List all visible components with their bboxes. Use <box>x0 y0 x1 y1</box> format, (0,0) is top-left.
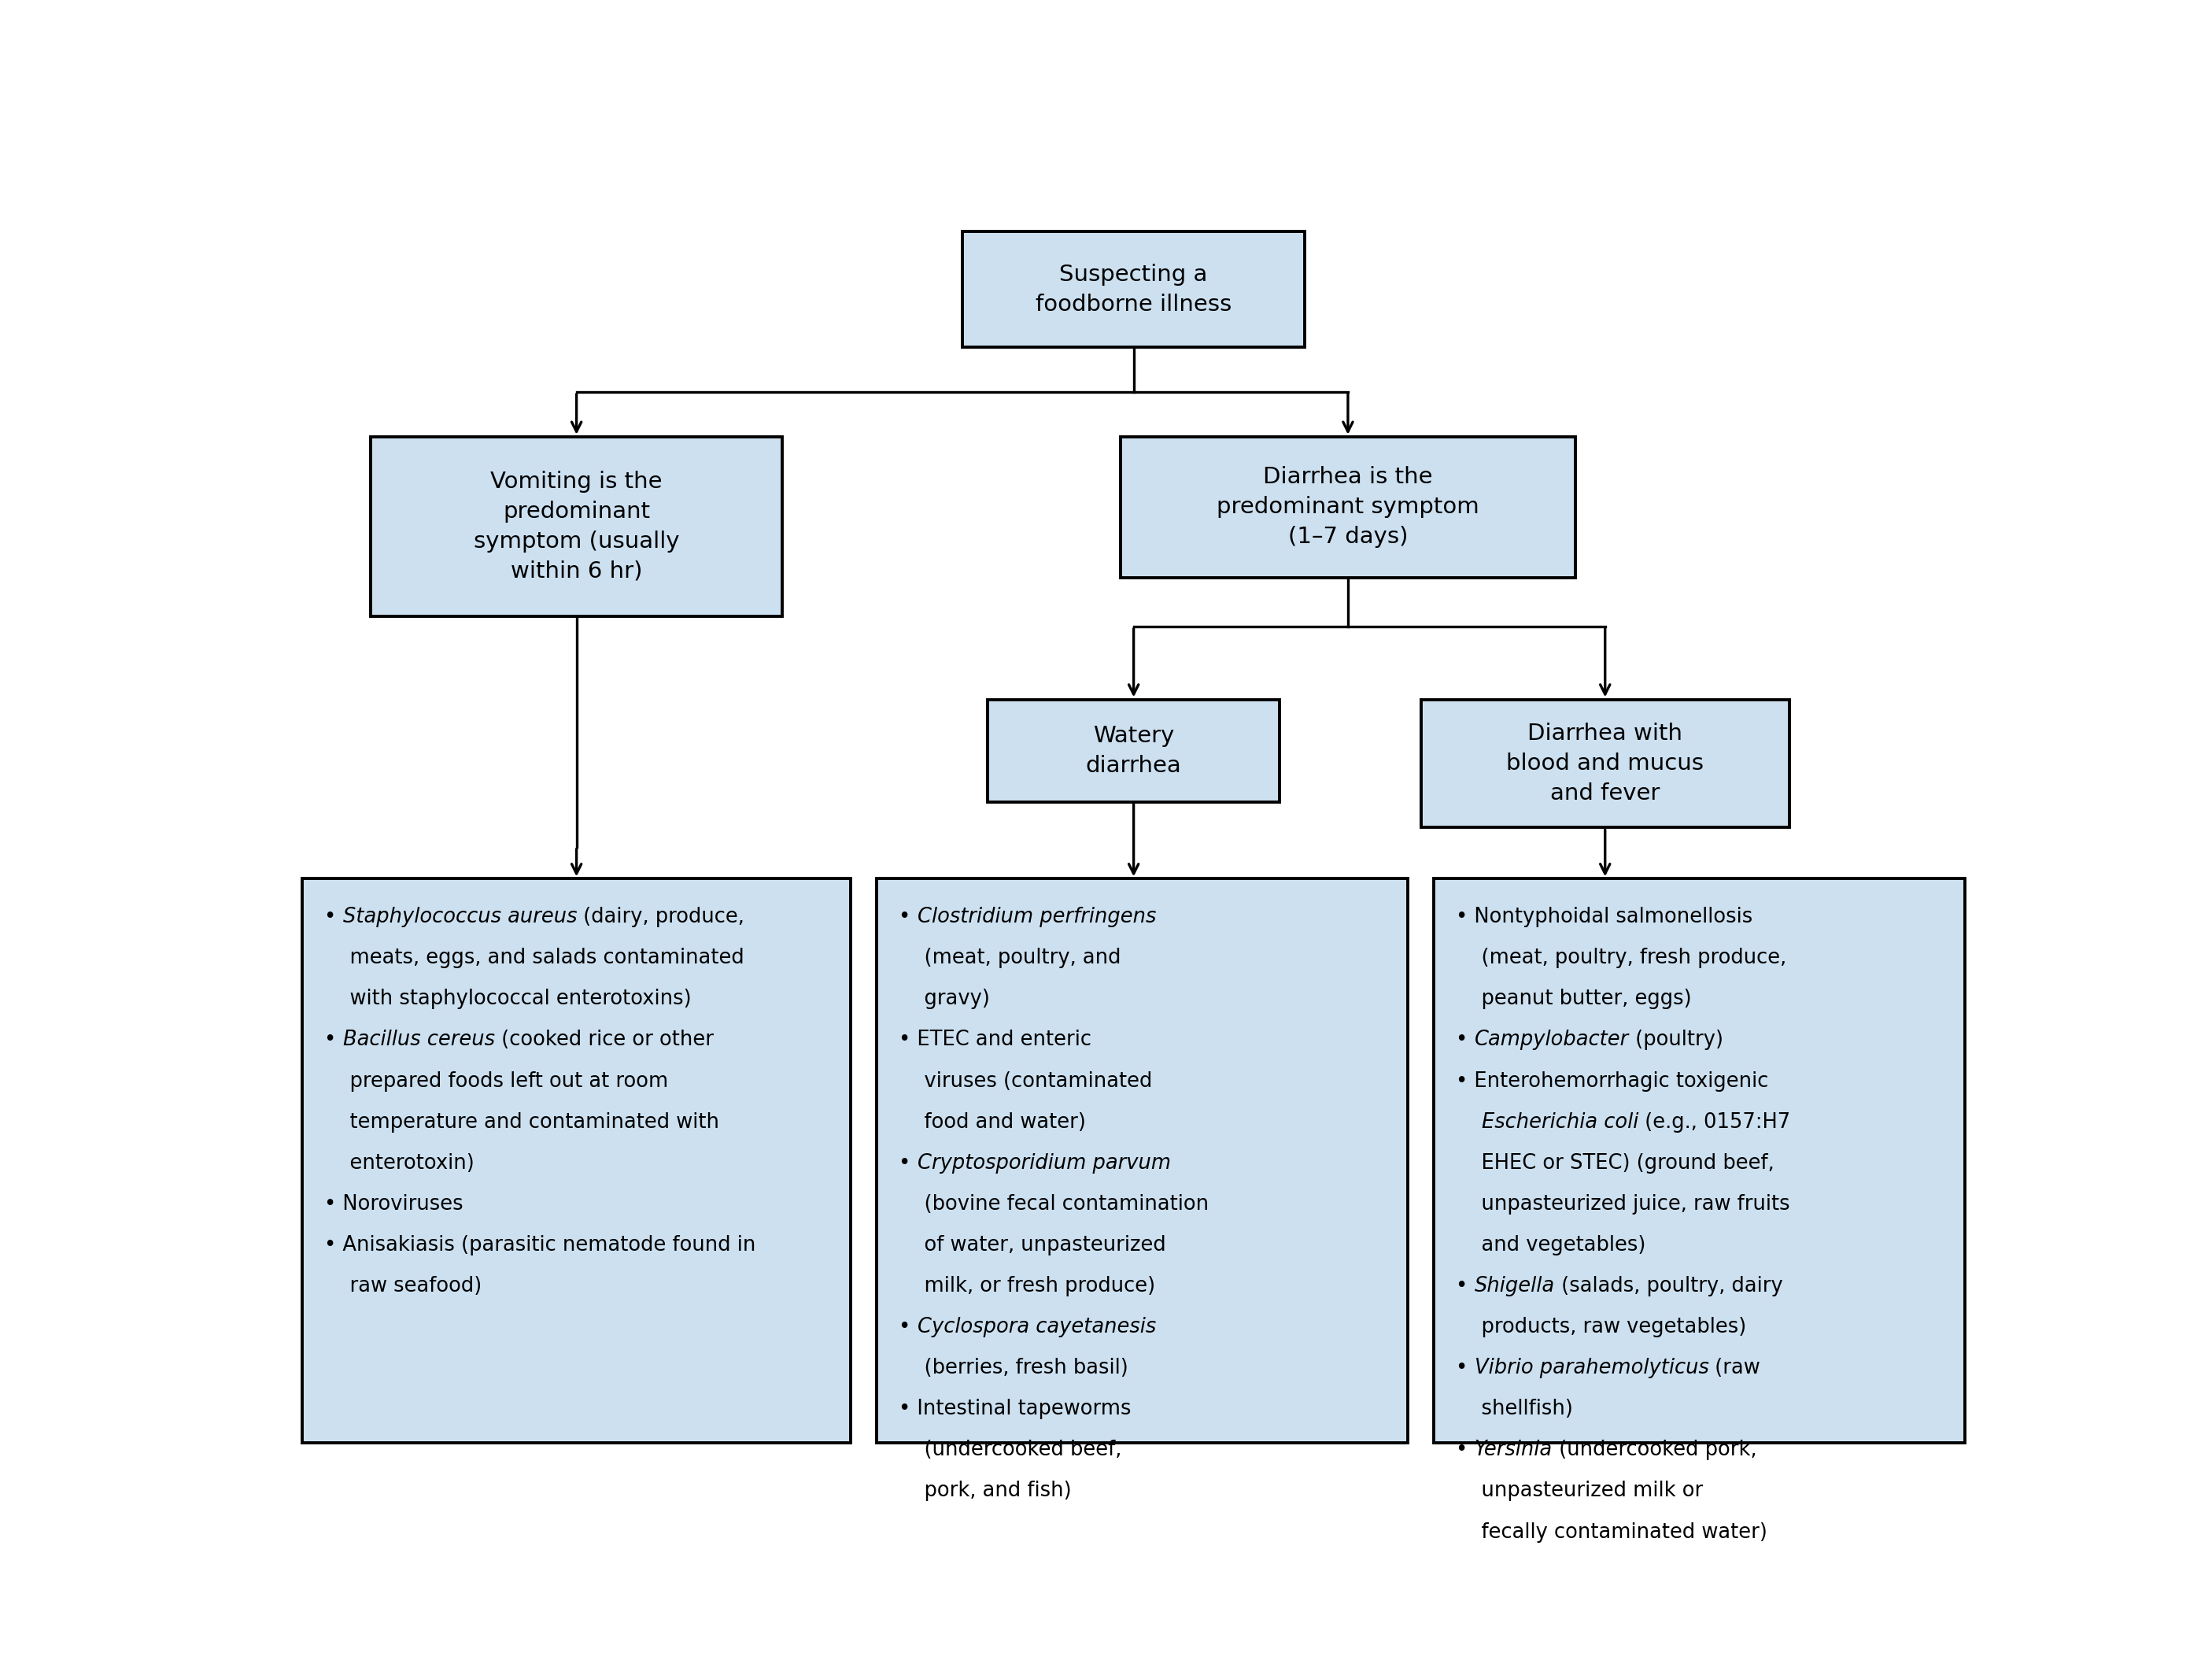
Text: (berries, fresh basil): (berries, fresh basil) <box>898 1358 1128 1378</box>
FancyBboxPatch shape <box>989 699 1279 802</box>
Text: Clostridium perfringens: Clostridium perfringens <box>918 907 1157 927</box>
Text: Bacillus cereus: Bacillus cereus <box>343 1030 495 1050</box>
Text: Shigella: Shigella <box>1475 1276 1555 1296</box>
Text: (raw: (raw <box>1708 1358 1761 1378</box>
Text: (cooked rice or other: (cooked rice or other <box>495 1030 714 1050</box>
FancyBboxPatch shape <box>372 436 783 616</box>
Text: Escherichia coli: Escherichia coli <box>1482 1112 1639 1133</box>
Text: (meat, poultry, fresh produce,: (meat, poultry, fresh produce, <box>1455 948 1787 968</box>
Text: EHEC or STEC) (ground beef,: EHEC or STEC) (ground beef, <box>1455 1153 1774 1173</box>
Text: Cryptosporidium parvum: Cryptosporidium parvum <box>918 1153 1170 1173</box>
Text: • Anisakiasis (parasitic nematode found in: • Anisakiasis (parasitic nematode found … <box>325 1235 757 1255</box>
Text: Cyclospora cayetanesis: Cyclospora cayetanesis <box>918 1316 1157 1338</box>
Text: and vegetables): and vegetables) <box>1455 1235 1646 1255</box>
Text: Suspecting a
foodborne illness: Suspecting a foodborne illness <box>1035 263 1232 314</box>
Text: Vomiting is the
predominant
symptom (usually
within 6 hr): Vomiting is the predominant symptom (usu… <box>473 471 679 582</box>
Text: (bovine fecal contamination: (bovine fecal contamination <box>898 1195 1210 1215</box>
Text: temperature and contaminated with: temperature and contaminated with <box>325 1112 719 1133</box>
Text: •: • <box>1455 1358 1475 1378</box>
Text: •: • <box>898 1316 918 1338</box>
Text: Diarrhea is the
predominant symptom
(1–7 days): Diarrhea is the predominant symptom (1–7… <box>1217 466 1480 547</box>
Text: •: • <box>1455 1439 1475 1461</box>
Text: prepared foods left out at room: prepared foods left out at room <box>325 1072 668 1092</box>
Text: fecally contaminated water): fecally contaminated water) <box>1455 1523 1767 1543</box>
Text: (undercooked pork,: (undercooked pork, <box>1553 1439 1756 1461</box>
Text: •: • <box>898 1153 918 1173</box>
Text: raw seafood): raw seafood) <box>325 1276 482 1296</box>
FancyBboxPatch shape <box>962 231 1305 348</box>
FancyBboxPatch shape <box>1121 436 1575 577</box>
FancyBboxPatch shape <box>876 879 1407 1443</box>
Text: meats, eggs, and salads contaminated: meats, eggs, and salads contaminated <box>325 948 745 968</box>
Text: (undercooked beef,: (undercooked beef, <box>898 1439 1121 1461</box>
Text: peanut butter, eggs): peanut butter, eggs) <box>1455 988 1692 1010</box>
Text: (dairy, produce,: (dairy, produce, <box>577 907 745 927</box>
Text: • Intestinal tapeworms: • Intestinal tapeworms <box>898 1399 1130 1419</box>
Text: (salads, poultry, dairy: (salads, poultry, dairy <box>1555 1276 1783 1296</box>
Text: viruses (contaminated: viruses (contaminated <box>898 1072 1152 1092</box>
Text: with staphylococcal enterotoxins): with staphylococcal enterotoxins) <box>325 988 692 1010</box>
Text: Diarrhea with
blood and mucus
and fever: Diarrhea with blood and mucus and fever <box>1506 722 1703 804</box>
FancyBboxPatch shape <box>303 879 852 1443</box>
FancyBboxPatch shape <box>1433 879 1964 1443</box>
Text: enterotoxin): enterotoxin) <box>325 1153 476 1173</box>
FancyBboxPatch shape <box>1420 699 1790 827</box>
Text: •: • <box>898 907 918 927</box>
Text: Vibrio parahemolyticus: Vibrio parahemolyticus <box>1475 1358 1708 1378</box>
Text: food and water): food and water) <box>898 1112 1086 1133</box>
Text: products, raw vegetables): products, raw vegetables) <box>1455 1316 1747 1338</box>
Text: milk, or fresh produce): milk, or fresh produce) <box>898 1276 1155 1296</box>
Text: • ETEC and enteric: • ETEC and enteric <box>898 1030 1091 1050</box>
Text: gravy): gravy) <box>898 988 991 1010</box>
Text: Staphylococcus aureus: Staphylococcus aureus <box>343 907 577 927</box>
Text: • Nontyphoidal salmonellosis: • Nontyphoidal salmonellosis <box>1455 907 1752 927</box>
Text: • Enterohemorrhagic toxigenic: • Enterohemorrhagic toxigenic <box>1455 1072 1770 1092</box>
Text: (e.g., 0157:H7: (e.g., 0157:H7 <box>1639 1112 1790 1133</box>
Text: (poultry): (poultry) <box>1628 1030 1723 1050</box>
Text: pork, and fish): pork, and fish) <box>898 1481 1071 1501</box>
Text: shellfish): shellfish) <box>1455 1399 1573 1419</box>
Text: Watery
diarrhea: Watery diarrhea <box>1086 726 1181 777</box>
Text: Campylobacter: Campylobacter <box>1475 1030 1628 1050</box>
Text: (meat, poultry, and: (meat, poultry, and <box>898 948 1121 968</box>
Text: unpasteurized milk or: unpasteurized milk or <box>1455 1481 1703 1501</box>
Text: Yersinia: Yersinia <box>1475 1439 1553 1461</box>
Text: •: • <box>1455 1030 1475 1050</box>
Text: of water, unpasteurized: of water, unpasteurized <box>898 1235 1166 1255</box>
Text: • Noroviruses: • Noroviruses <box>325 1195 465 1215</box>
Text: •: • <box>325 1030 343 1050</box>
Text: unpasteurized juice, raw fruits: unpasteurized juice, raw fruits <box>1455 1195 1790 1215</box>
Text: •: • <box>1455 1276 1475 1296</box>
Text: •: • <box>325 907 343 927</box>
